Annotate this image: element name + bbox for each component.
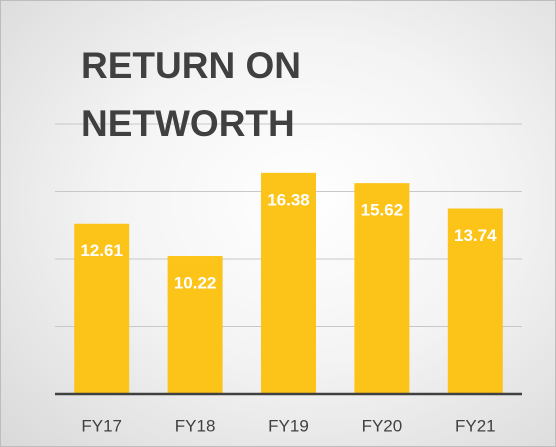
x-tick-label: FY18 [175, 416, 216, 435]
bar [74, 223, 130, 394]
chart-title: RETURN ON NETWORTH [81, 45, 301, 144]
x-tick-label: FY17 [81, 416, 122, 435]
data-label: 10.22 [174, 274, 217, 293]
data-label: 16.38 [267, 190, 310, 209]
data-label: 12.61 [80, 241, 123, 260]
bar [261, 172, 316, 394]
bar [447, 208, 503, 394]
x-tick-label: FY20 [362, 416, 403, 435]
bar [354, 183, 410, 394]
x-tick-label: FY21 [455, 416, 496, 435]
x-tick-label: FY19 [268, 416, 309, 435]
data-label: 15.62 [361, 201, 404, 220]
bar [167, 256, 223, 394]
data-label: 13.74 [454, 226, 497, 245]
